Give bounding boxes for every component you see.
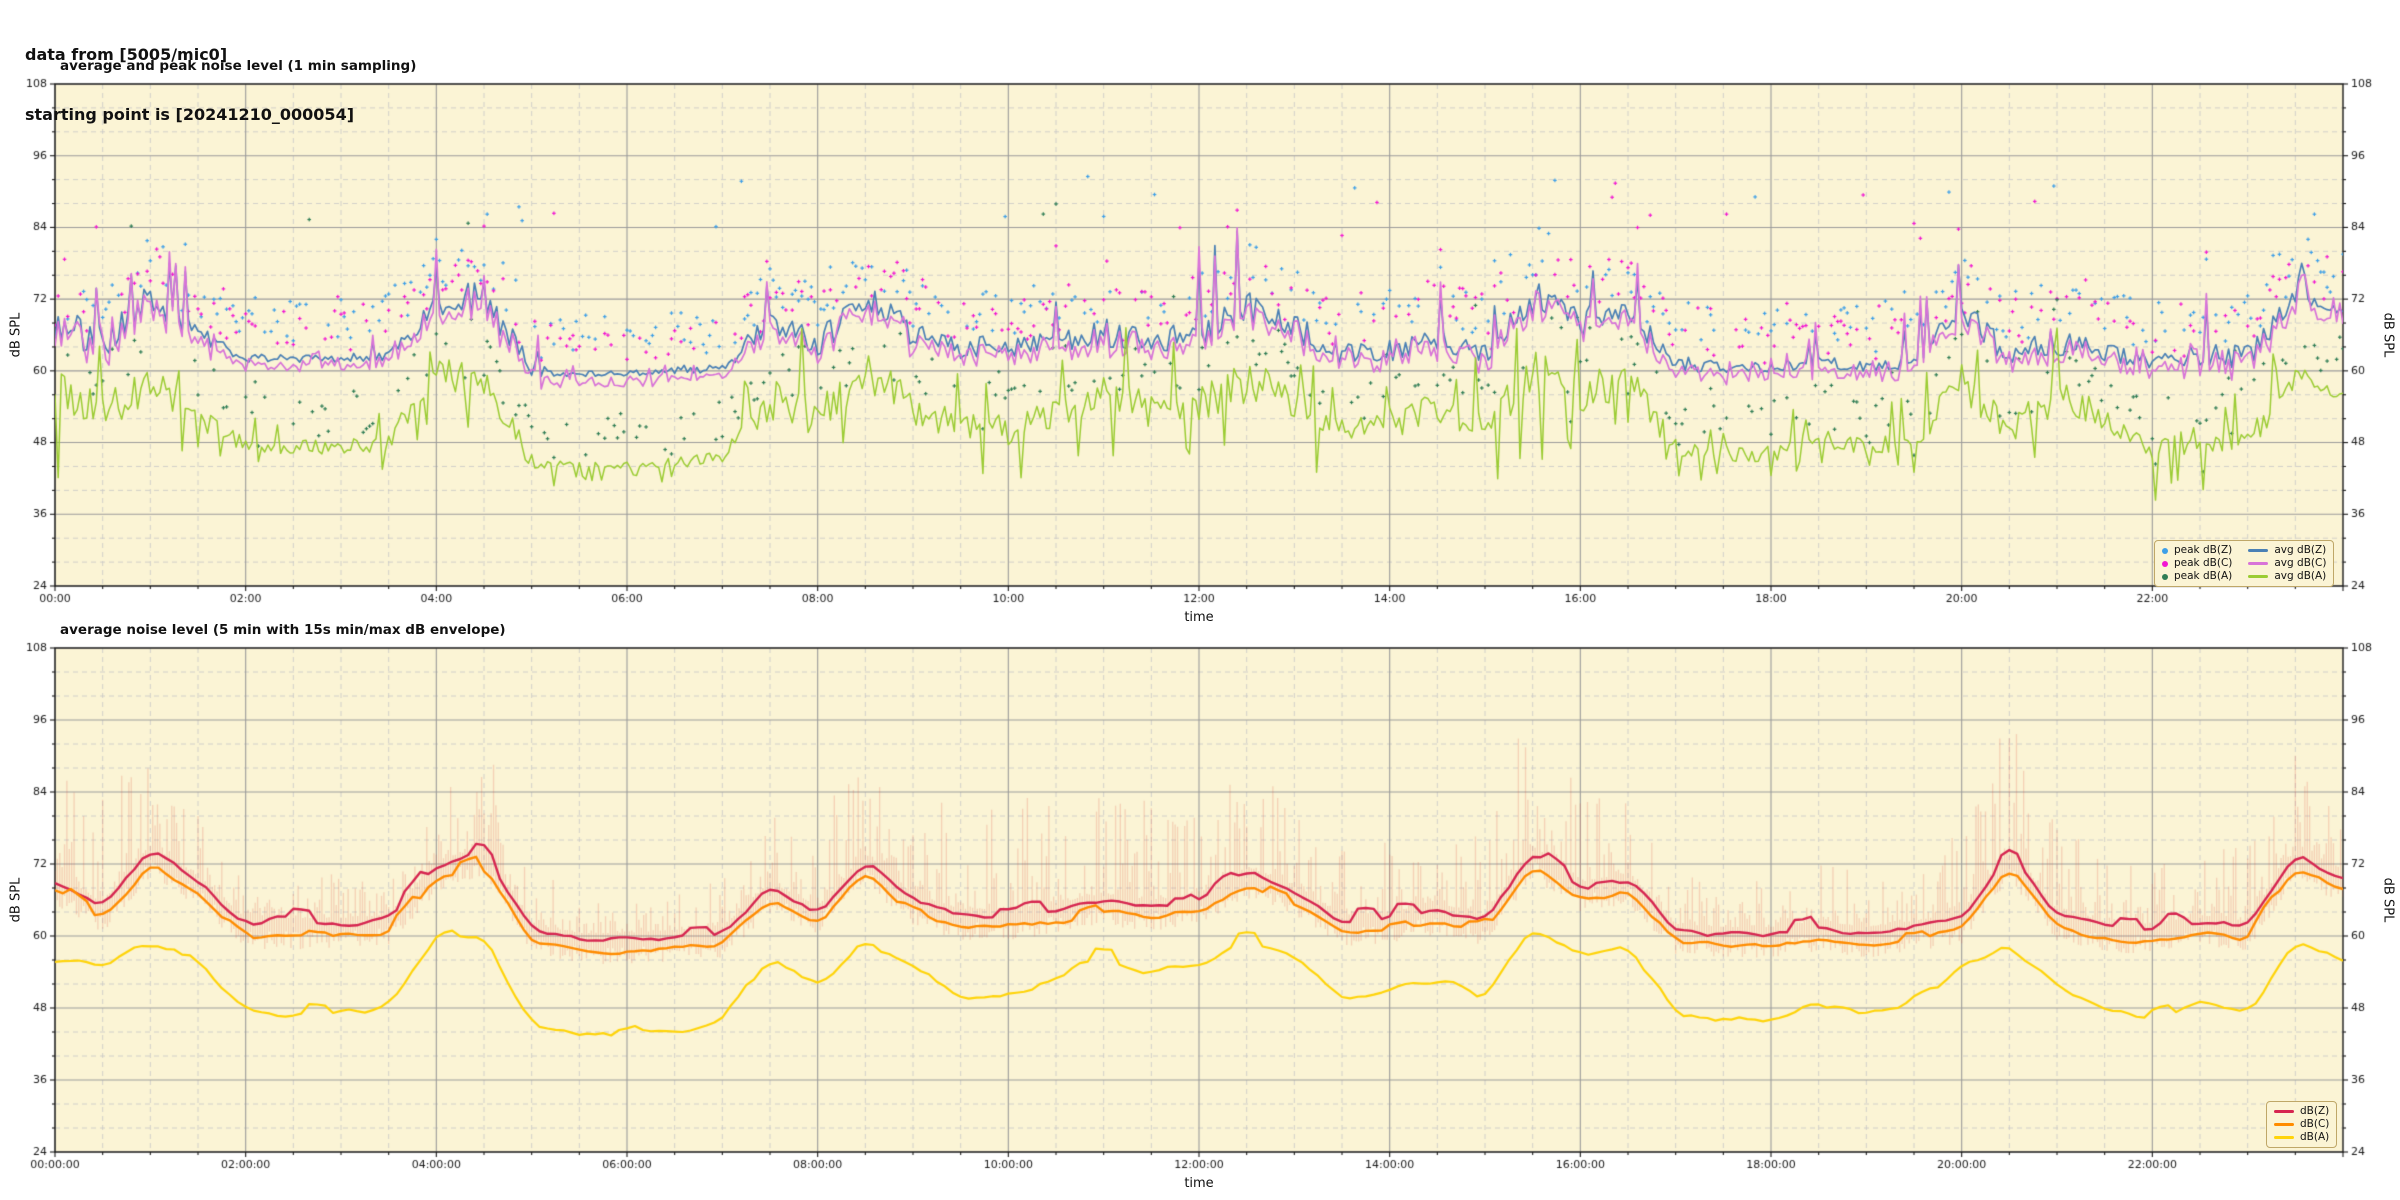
legend-label: avg dB(C) xyxy=(2274,557,2327,569)
header-line-1: data from [5005/mic0] xyxy=(25,45,228,64)
legend-item-db-1: dB(C) xyxy=(2274,1118,2329,1131)
legend-item-avg-0: avg dB(Z) xyxy=(2248,544,2326,557)
legend-item-peak-0: peak dB(Z) xyxy=(2162,544,2232,557)
legend-label: avg dB(Z) xyxy=(2274,544,2327,556)
chart2-title: average noise level (5 min with 15s min/… xyxy=(60,622,506,638)
chart1-ylabel-right: dB SPL xyxy=(2380,312,2396,358)
legend-dot-marker xyxy=(2162,560,2168,567)
legend-item-avg-1: avg dB(C) xyxy=(2248,557,2326,570)
chart1-legend: peak dB(Z) avg dB(Z) peak dB(C) avg dB(C) pe… xyxy=(2154,540,2335,587)
figure-header: data from [5005/mic0] starting point is … xyxy=(25,5,354,165)
chart2-xlabel: time xyxy=(1184,1176,1214,1191)
legend-line-marker xyxy=(2274,1123,2294,1126)
legend-label: peak dB(Z) xyxy=(2174,544,2233,556)
legend-item-db-0: dB(Z) xyxy=(2274,1105,2329,1118)
legend-item-db-2: dB(A) xyxy=(2274,1131,2329,1144)
legend-label: dB(A) xyxy=(2300,1131,2330,1143)
legend-label: avg dB(A) xyxy=(2274,570,2327,582)
chart2-ylabel-left: dB SPL xyxy=(8,877,24,923)
legend-dot-marker xyxy=(2162,573,2168,580)
chart1-title: average and peak noise level (1 min samp… xyxy=(60,58,417,74)
legend-line-marker xyxy=(2248,549,2269,552)
legend-line-marker xyxy=(2274,1110,2294,1113)
legend-label: dB(C) xyxy=(2300,1118,2330,1130)
legend-item-peak-1: peak dB(C) xyxy=(2162,557,2232,570)
chart2-legend: dB(Z) dB(C) dB(A) xyxy=(2266,1101,2338,1148)
legend-item-peak-2: peak dB(A) xyxy=(2162,570,2232,583)
legend-label: peak dB(A) xyxy=(2174,570,2233,582)
chart1-ylabel-left: dB SPL xyxy=(8,312,24,358)
legend-label: dB(Z) xyxy=(2300,1105,2330,1117)
chart2-ylabel-right: dB SPL xyxy=(2380,877,2396,923)
chart1-xlabel: time xyxy=(1184,610,1214,625)
legend-label: peak dB(C) xyxy=(2174,557,2233,569)
legend-dot-marker xyxy=(2162,547,2168,554)
legend-line-marker xyxy=(2248,562,2269,565)
legend-item-avg-2: avg dB(A) xyxy=(2248,570,2326,583)
header-line-2: starting point is [20241210_000054] xyxy=(25,105,355,124)
legend-line-marker xyxy=(2274,1136,2294,1139)
legend-line-marker xyxy=(2248,575,2269,578)
